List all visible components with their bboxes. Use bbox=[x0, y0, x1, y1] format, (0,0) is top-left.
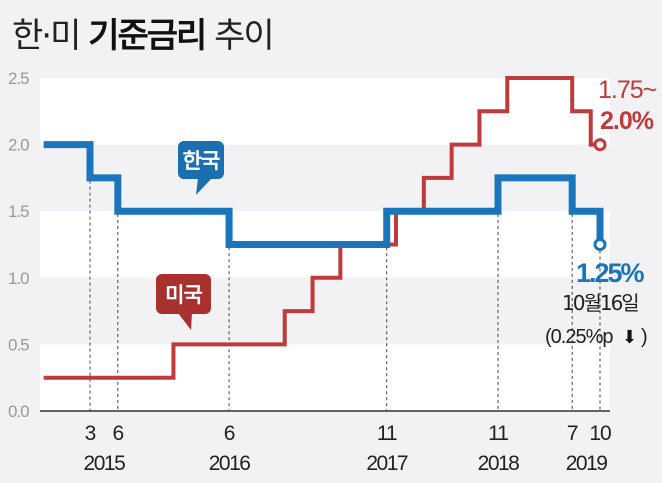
x-tick-year: 2016 bbox=[209, 452, 251, 475]
chart-title: 한·미 기준금리 추이 bbox=[12, 16, 275, 56]
korea-bubble bbox=[178, 141, 224, 179]
y-tick-label: 0.0 bbox=[8, 402, 29, 421]
x-tick-month: 7 bbox=[567, 422, 578, 445]
grid-band bbox=[40, 78, 610, 145]
korea-end-marker bbox=[593, 238, 607, 251]
us-rate-line bbox=[43, 76, 600, 380]
us-end-marker bbox=[593, 138, 607, 152]
korea-change-label-close: ) bbox=[641, 326, 648, 348]
x-tick-month: 11 bbox=[488, 422, 508, 445]
us-bubble-tail bbox=[178, 313, 192, 330]
y-tick-label: 0.5 bbox=[8, 335, 29, 354]
y-tick-label: 1.5 bbox=[8, 202, 29, 221]
x-tick-year: 2019 bbox=[566, 452, 608, 475]
korea-bubble-label: 한국 bbox=[183, 149, 220, 173]
y-tick-label: 2.5 bbox=[8, 69, 29, 88]
korea-change-label: (0.25%p bbox=[545, 326, 613, 348]
down-arrow-icon: ⬇ bbox=[622, 327, 637, 348]
korea-end-label: 1.25% bbox=[576, 258, 645, 288]
us-bubble bbox=[156, 274, 211, 314]
x-tick-month: 10 bbox=[589, 422, 611, 445]
x-tick-month: 11 bbox=[377, 422, 397, 445]
us-end-label: 2.0% bbox=[600, 107, 654, 135]
x-tick-year: 2015 bbox=[84, 452, 126, 475]
x-tick-year: 2018 bbox=[478, 452, 520, 475]
korea-bubble-tail bbox=[196, 178, 212, 195]
x-tick-month: 6 bbox=[112, 422, 123, 445]
x-tick-month: 6 bbox=[224, 422, 235, 445]
y-tick-label: 1.0 bbox=[8, 269, 29, 288]
y-tick-label: 2.0 bbox=[8, 136, 29, 155]
korea-end-date: 10월16일 bbox=[562, 291, 638, 315]
x-tick-year: 2017 bbox=[366, 452, 408, 475]
us-bubble-label: 미국 bbox=[165, 283, 202, 307]
x-tick-month: 3 bbox=[85, 422, 96, 445]
korea-rate-line bbox=[43, 141, 604, 248]
us-end-label: 1.75~ bbox=[598, 76, 657, 104]
